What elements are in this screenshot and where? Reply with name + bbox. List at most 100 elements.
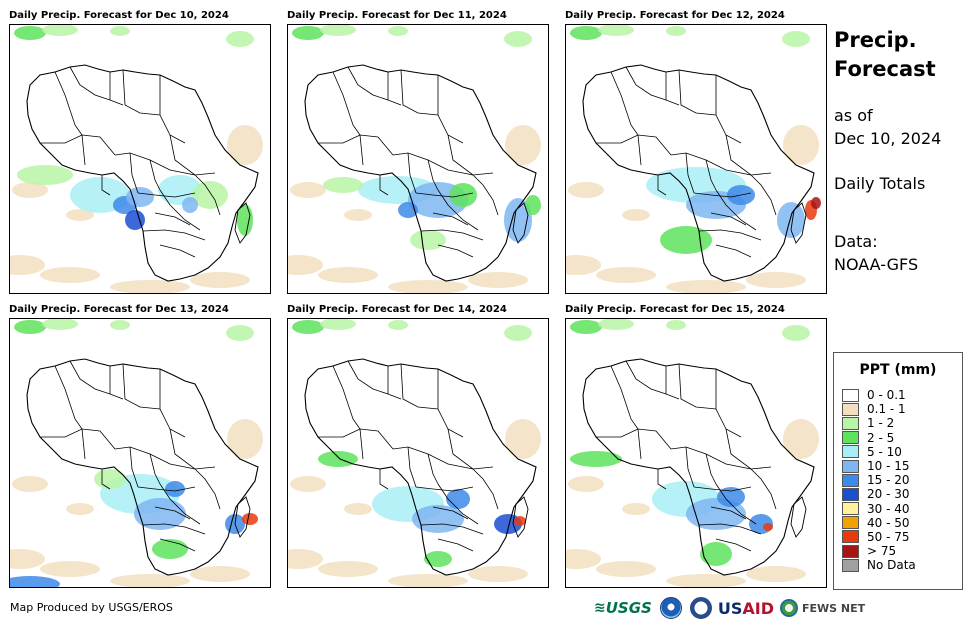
legend-item: 1 - 2 xyxy=(842,416,962,430)
precip-blob xyxy=(192,181,228,209)
precip-blob xyxy=(94,469,126,489)
legend-swatch xyxy=(842,558,859,572)
legend-label: 0 - 0.1 xyxy=(867,388,906,403)
legend-swatch xyxy=(842,502,859,516)
precip-layer xyxy=(10,319,263,587)
side-title-line1: Precip. xyxy=(834,28,917,52)
precip-blob xyxy=(134,498,186,530)
forecast-panel-dec-14: Daily Precip. Forecast for Dec 14, 2024 xyxy=(287,303,549,591)
africa-coastline xyxy=(582,64,815,282)
credit-text: Map Produced by USGS/EROS xyxy=(10,601,173,614)
usaid-logo-aid: AID xyxy=(742,598,774,618)
precip-blob xyxy=(110,574,190,587)
precip-blob xyxy=(344,503,372,515)
country-border xyxy=(347,360,402,400)
precip-blob xyxy=(570,320,602,334)
country-border xyxy=(159,75,186,144)
precip-blob xyxy=(17,165,73,185)
precip-blob xyxy=(242,513,258,525)
data-source: NOAA-GFS xyxy=(834,255,919,274)
precip-blob xyxy=(666,574,746,587)
country-border xyxy=(432,212,469,226)
country-border xyxy=(596,134,672,156)
legend-swatch xyxy=(842,402,859,416)
legend-label: > 75 xyxy=(867,544,897,559)
legend-title: PPT (mm) xyxy=(859,362,937,378)
country-border xyxy=(332,71,361,136)
precip-blob xyxy=(226,31,254,47)
country-border xyxy=(194,174,221,216)
country-border xyxy=(750,174,777,216)
country-border xyxy=(670,446,752,470)
precip-blob xyxy=(227,419,263,459)
country-border xyxy=(379,469,389,490)
forecast-map xyxy=(565,318,827,588)
legend-item: 10 - 15 xyxy=(842,459,962,473)
precip-blob xyxy=(568,476,604,492)
usgs-logo-text: USGS xyxy=(605,599,652,617)
country-border xyxy=(715,538,752,552)
country-border xyxy=(347,66,402,106)
country-border xyxy=(149,159,161,191)
precip-blob xyxy=(388,574,468,587)
legend-swatch xyxy=(842,487,859,501)
precip-blob xyxy=(446,489,470,509)
country-border xyxy=(678,69,717,116)
country-border xyxy=(114,152,196,176)
legend-item: 40 - 50 xyxy=(842,516,962,530)
data-label: Data: xyxy=(834,232,878,251)
precip-blob xyxy=(318,561,378,577)
legend-item: 15 - 20 xyxy=(842,473,962,487)
country-border xyxy=(610,365,639,430)
forecast-map xyxy=(9,24,271,294)
forecast-panel-dec-10: Daily Precip. Forecast for Dec 10, 2024 xyxy=(9,9,271,297)
precip-blob xyxy=(226,325,254,341)
precip-blob xyxy=(666,26,686,36)
country-border xyxy=(154,506,191,520)
precip-layer xyxy=(566,25,821,293)
country-border xyxy=(154,212,191,226)
precip-blob xyxy=(596,561,656,577)
country-border xyxy=(359,428,364,460)
country-border xyxy=(400,363,439,410)
country-border xyxy=(379,175,389,196)
panel-title: Daily Precip. Forecast for Dec 13, 2024 xyxy=(9,304,229,315)
country-border xyxy=(447,428,494,470)
country-border xyxy=(610,71,639,136)
country-border xyxy=(710,506,747,520)
country-border xyxy=(407,152,417,194)
precip-blob xyxy=(110,280,190,293)
country-border xyxy=(159,189,201,231)
precip-blob xyxy=(165,481,185,497)
precip-blob xyxy=(227,125,263,165)
legend-item: 50 - 75 xyxy=(842,530,962,544)
forecast-panel-dec-13: Daily Precip. Forecast for Dec 13, 2024 xyxy=(9,303,271,591)
precip-blob xyxy=(568,182,604,198)
precip-blob xyxy=(746,272,806,288)
legend-item: 20 - 30 xyxy=(842,487,962,501)
precip-blob xyxy=(700,542,732,566)
country-border xyxy=(392,152,474,176)
precip-blob xyxy=(182,197,198,213)
precip-blob xyxy=(783,125,819,165)
precip-blob xyxy=(66,503,94,515)
precip-blob xyxy=(783,419,819,459)
country-border xyxy=(137,486,196,492)
africa-precip-map xyxy=(288,25,541,293)
precip-blob xyxy=(598,319,634,330)
legend-item: 30 - 40 xyxy=(842,502,962,516)
country-border xyxy=(698,229,762,241)
precip-blob xyxy=(288,255,323,275)
forecast-map xyxy=(9,318,271,588)
madagascar-coastline xyxy=(234,496,251,538)
africa-coastline xyxy=(26,64,259,282)
precip-blob xyxy=(410,230,446,250)
country-border xyxy=(40,134,116,156)
africa-precip-map xyxy=(10,25,263,293)
country-border xyxy=(427,453,439,485)
daily-totals-label: Daily Totals xyxy=(834,174,926,193)
usaid-logo: USAID xyxy=(718,599,774,618)
legend-item: 2 - 5 xyxy=(842,431,962,445)
precip-blob xyxy=(388,320,408,330)
country-border xyxy=(129,446,139,488)
